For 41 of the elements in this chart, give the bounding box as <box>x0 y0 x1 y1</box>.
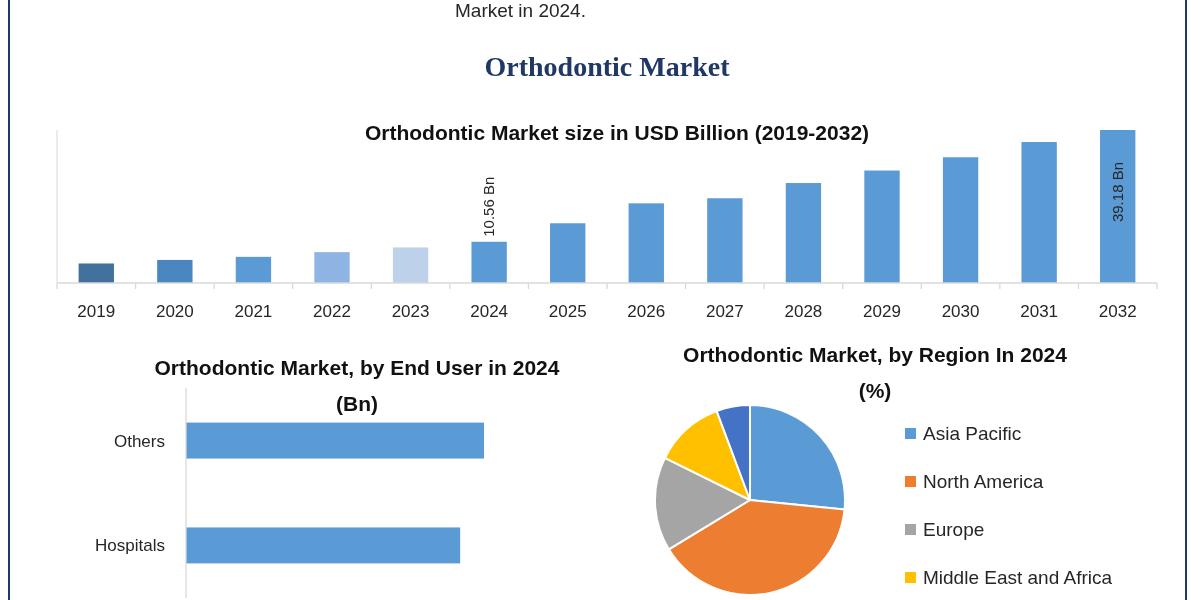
x-tick-label: 2019 <box>77 302 116 321</box>
bar <box>864 170 900 283</box>
bar <box>628 203 664 283</box>
legend-label: Europe <box>923 519 985 540</box>
x-tick-label: 2020 <box>155 302 194 321</box>
chart-title: Orthodontic Market, by End User in 2024 (Bn) <box>154 356 560 415</box>
x-tick-label: 2030 <box>941 302 980 321</box>
chart-title: Orthodontic Market, by Region In 2024 (%) <box>683 343 1068 402</box>
data-label: 10.56 Bn <box>480 176 498 237</box>
bar <box>392 247 429 283</box>
bar <box>471 241 507 283</box>
x-tick-label: 2025 <box>548 302 587 321</box>
x-tick-label: 2021 <box>234 302 273 321</box>
data-label: 39.18 Bn <box>1108 162 1126 223</box>
x-tick-label: 2032 <box>1098 302 1137 321</box>
chart-title: Orthodontic Market size in USD Billion (2019-2032) <box>364 121 870 144</box>
x-tick-label: 2028 <box>784 302 823 321</box>
legend-label: Middle East and Africa <box>923 567 1113 588</box>
bar <box>1100 130 1136 283</box>
bar <box>942 157 979 283</box>
legend-label: Asia Pacific <box>923 423 1022 444</box>
bar <box>157 259 193 283</box>
text: Market in 2024. <box>455 0 586 21</box>
x-tick-label: 2029 <box>863 302 901 321</box>
legend-label: North America <box>923 471 1044 492</box>
bar <box>1021 142 1057 283</box>
y-tick-label: Hospitals <box>95 536 165 556</box>
text: Orthodontic Market <box>484 51 731 82</box>
bar <box>785 183 822 283</box>
bar <box>550 223 586 283</box>
bar <box>707 198 743 283</box>
x-tick-label: 2022 <box>313 302 351 321</box>
x-tick-label: 2024 <box>470 302 509 321</box>
x-tick-label: 2023 <box>391 302 430 321</box>
x-tick-label: 2027 <box>705 302 744 321</box>
bar <box>314 252 350 283</box>
x-tick-label: 2031 <box>1020 302 1059 321</box>
y-tick-label: Others <box>113 431 165 451</box>
bar <box>235 256 272 283</box>
x-tick-label: 2026 <box>627 302 666 321</box>
bar <box>78 263 114 283</box>
